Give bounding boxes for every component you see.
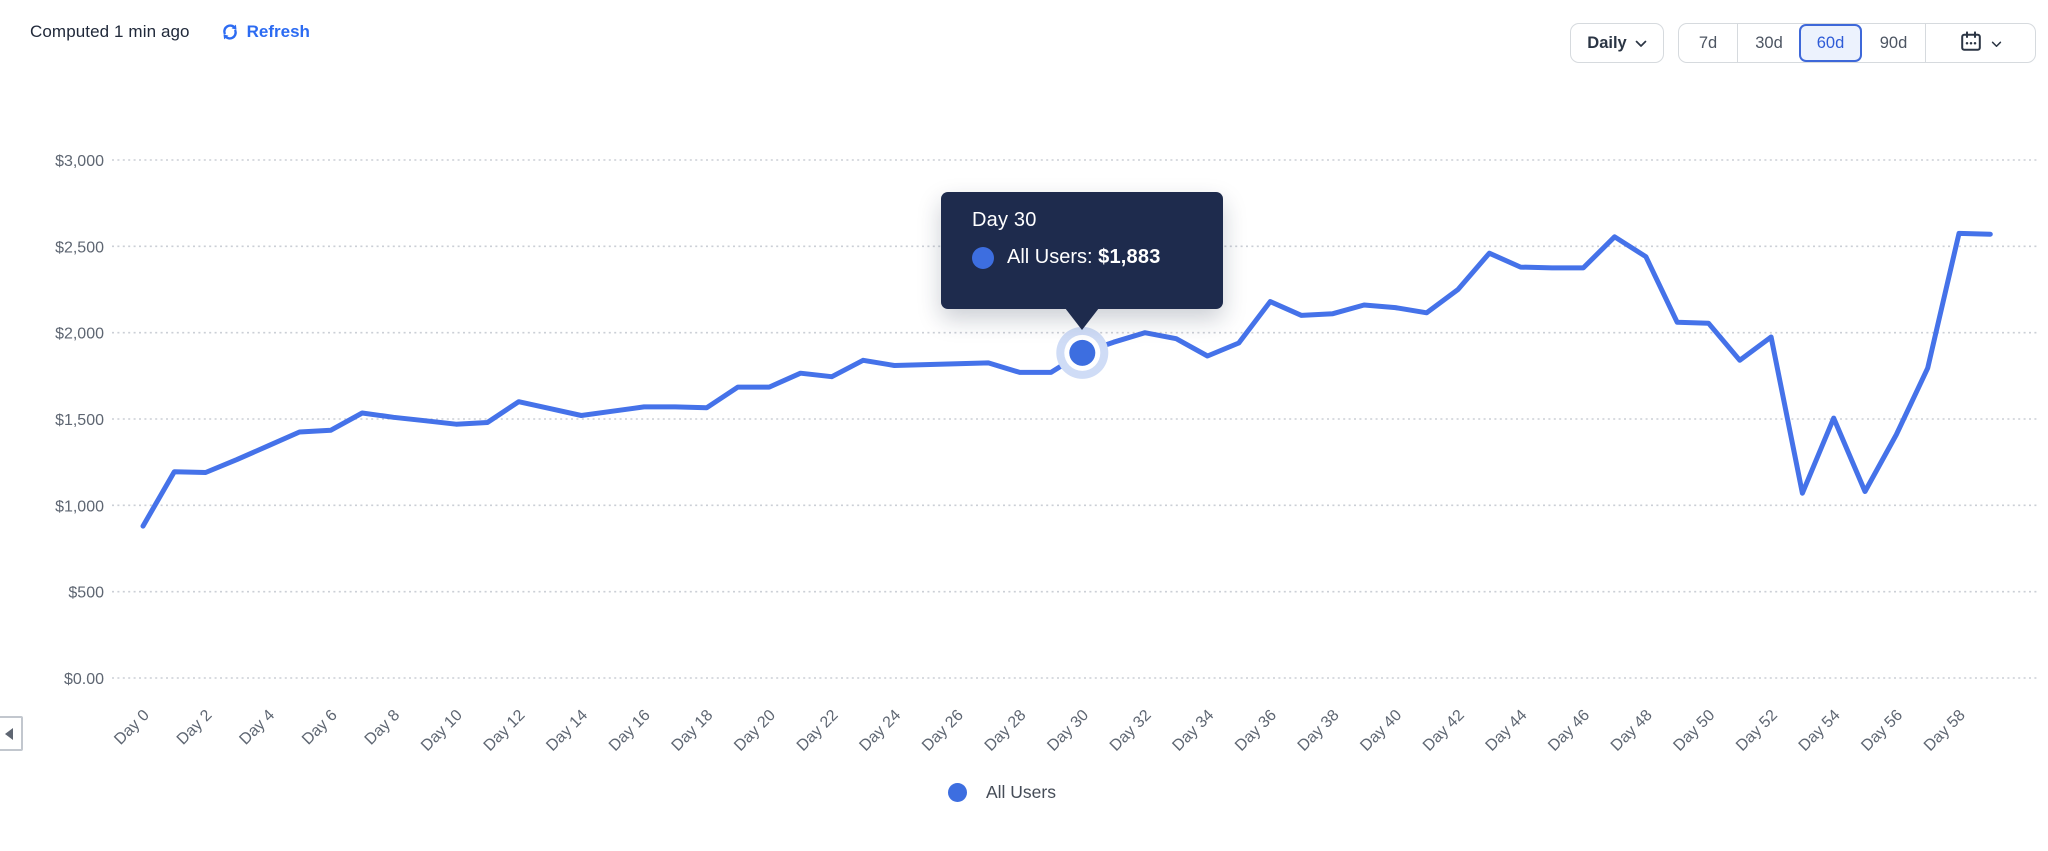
x-axis-label: Day 22 bbox=[794, 707, 842, 755]
x-axis-label: Day 48 bbox=[1608, 707, 1656, 755]
y-axis-label: $0.00 bbox=[64, 671, 104, 688]
x-axis-label: Day 26 bbox=[919, 707, 967, 755]
x-axis-label: Day 6 bbox=[299, 707, 341, 749]
x-axis-label: Day 50 bbox=[1670, 707, 1718, 755]
range-button-90d[interactable]: 90d bbox=[1862, 24, 1925, 62]
x-axis-label: Day 16 bbox=[606, 707, 654, 755]
chevron-down-icon bbox=[1635, 34, 1647, 53]
refresh-button[interactable]: Refresh bbox=[220, 22, 310, 42]
tooltip-title: Day 30 bbox=[972, 209, 1037, 231]
x-axis-label: Day 42 bbox=[1420, 707, 1468, 755]
chart-status-bar: Computed 1 min ago Refresh bbox=[30, 22, 310, 42]
granularity-dropdown[interactable]: Daily bbox=[1570, 23, 1664, 63]
legend-item-all-users[interactable]: All Users bbox=[947, 782, 1056, 803]
x-axis-label: Day 12 bbox=[481, 707, 529, 755]
y-axis-label: $500 bbox=[68, 585, 104, 602]
legend-label: All Users bbox=[985, 782, 1056, 802]
range-button-60d[interactable]: 60d bbox=[1799, 24, 1862, 62]
x-axis-label: Day 30 bbox=[1044, 707, 1092, 755]
range-button-7d[interactable]: 7d bbox=[1679, 24, 1737, 62]
y-axis-label: $2,000 bbox=[55, 326, 104, 343]
calendar-icon bbox=[1959, 30, 1983, 57]
x-axis-label: Day 54 bbox=[1796, 707, 1844, 755]
tooltip-series-row: All Users: $1,883 bbox=[972, 246, 1223, 269]
x-axis-label: Day 52 bbox=[1733, 707, 1781, 755]
x-axis-label: Day 46 bbox=[1545, 707, 1593, 755]
x-axis-label: Day 36 bbox=[1232, 707, 1280, 755]
tooltip-series-label: All Users: bbox=[1007, 246, 1093, 268]
x-axis-label: Day 8 bbox=[362, 707, 404, 749]
tooltip-value: $1,883 bbox=[1098, 246, 1161, 268]
y-axis-label: $3,000 bbox=[55, 153, 104, 170]
x-axis-label: Day 24 bbox=[856, 707, 904, 755]
x-axis-label: Day 40 bbox=[1357, 707, 1405, 755]
y-axis-label: $1,000 bbox=[55, 498, 104, 515]
x-axis-label: Day 38 bbox=[1295, 707, 1343, 755]
x-axis-label: Day 28 bbox=[982, 707, 1030, 755]
x-axis-label: Day 34 bbox=[1169, 707, 1217, 755]
y-axis-label: $1,500 bbox=[55, 412, 104, 429]
x-axis-label: Day 4 bbox=[236, 707, 278, 749]
x-axis-label: Day 2 bbox=[174, 707, 216, 749]
chart-controls: Daily 7d 30d 60d 90d bbox=[1570, 23, 2036, 63]
x-axis-label: Day 14 bbox=[543, 707, 591, 755]
tooltip-arrow bbox=[1065, 308, 1099, 330]
x-axis-label: Day 20 bbox=[731, 707, 779, 755]
x-axis-label: Day 18 bbox=[669, 707, 717, 755]
x-axis-label: Day 0 bbox=[111, 707, 153, 749]
x-axis-label: Day 32 bbox=[1107, 707, 1155, 755]
x-axis-label: Day 58 bbox=[1921, 707, 1969, 755]
granularity-label: Daily bbox=[1587, 33, 1627, 52]
x-axis-label: Day 10 bbox=[418, 707, 466, 755]
scroll-left-button[interactable] bbox=[0, 716, 23, 751]
chart-legend: All Users bbox=[0, 782, 2026, 803]
range-button-30d[interactable]: 30d bbox=[1737, 24, 1800, 62]
y-axis-label: $2,500 bbox=[55, 239, 104, 256]
date-range-group: 7d 30d 60d 90d bbox=[1678, 23, 2036, 63]
refresh-icon bbox=[220, 22, 240, 42]
calendar-range-button[interactable] bbox=[1925, 24, 2035, 62]
chart-tooltip: Day 30 All Users: $1,883 bbox=[941, 192, 1223, 330]
legend-dot-icon bbox=[947, 783, 967, 802]
left-arrow-icon bbox=[4, 727, 13, 740]
x-axis-label: Day 56 bbox=[1858, 707, 1906, 755]
refresh-label: Refresh bbox=[246, 22, 310, 41]
computed-timestamp: Computed 1 min ago bbox=[30, 22, 190, 41]
highlight-dot bbox=[1069, 339, 1096, 366]
series-dot-icon bbox=[972, 246, 994, 269]
chevron-down-icon bbox=[1991, 36, 2002, 51]
x-axis-label: Day 44 bbox=[1483, 707, 1531, 755]
